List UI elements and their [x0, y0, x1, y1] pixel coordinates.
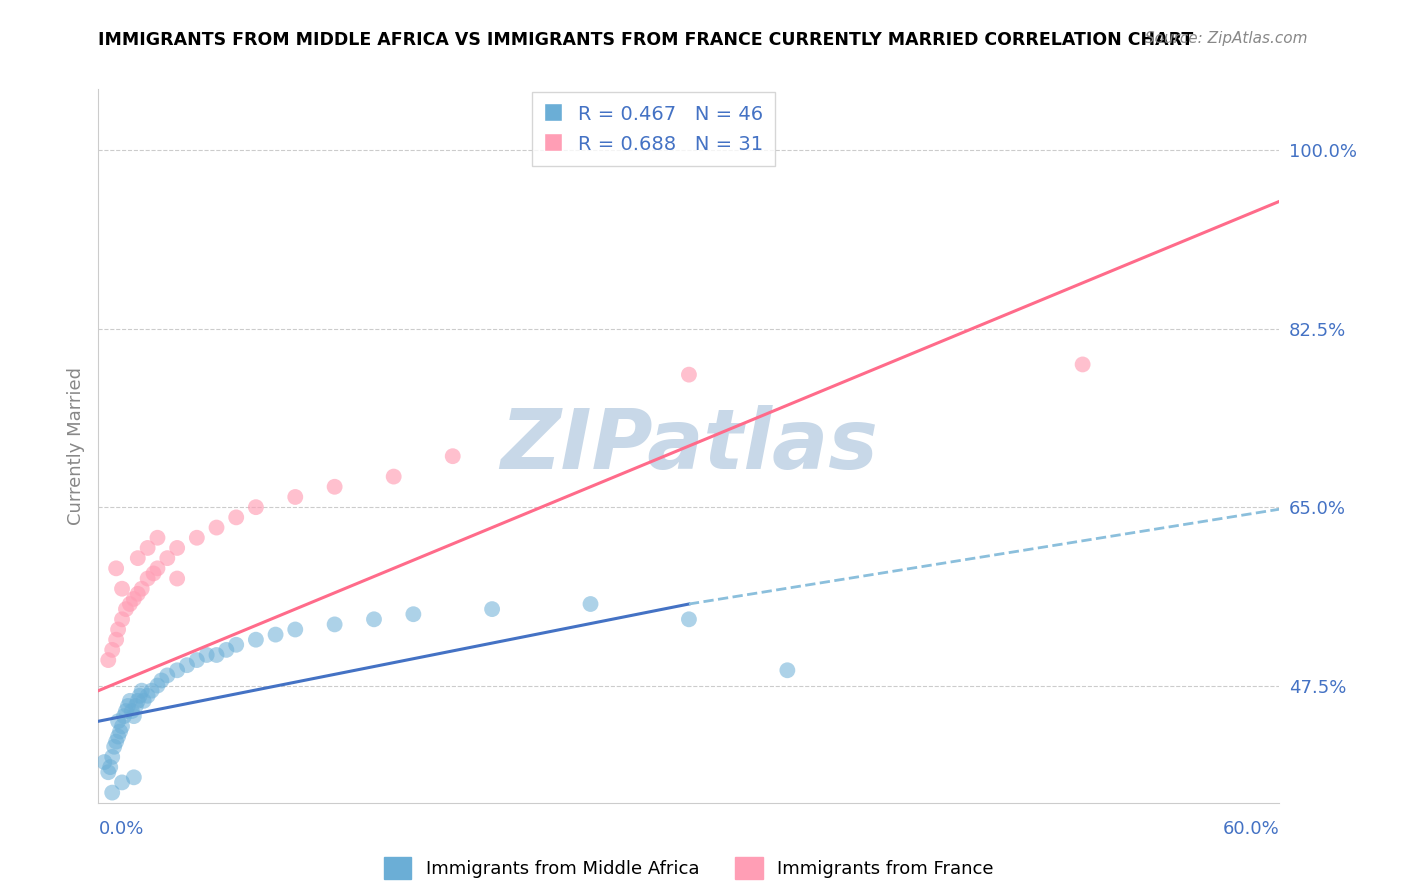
Point [117, 698, 139, 713]
Point [127, 587, 149, 601]
Point [98, 760, 121, 774]
Point [186, 653, 208, 667]
Point [441, 449, 464, 463]
Point [101, 786, 124, 800]
Point [245, 500, 267, 515]
Point [125, 698, 148, 713]
Point [111, 612, 134, 626]
Point [127, 694, 149, 708]
Text: Source: ZipAtlas.com: Source: ZipAtlas.com [1144, 31, 1308, 46]
Point [382, 469, 405, 483]
Point [284, 490, 307, 504]
Point [127, 551, 149, 566]
Point [115, 704, 138, 718]
Point [105, 632, 128, 647]
Point [136, 689, 159, 703]
Point [225, 638, 247, 652]
Point [402, 607, 425, 622]
Point [107, 730, 129, 744]
Point [115, 602, 138, 616]
Point [264, 627, 287, 641]
Text: 60.0%: 60.0% [1223, 820, 1279, 838]
Text: IMMIGRANTS FROM MIDDLE AFRICA VS IMMIGRANTS FROM FRANCE CURRENTLY MARRIED CORREL: IMMIGRANTS FROM MIDDLE AFRICA VS IMMIGRA… [98, 31, 1194, 49]
Point [215, 643, 238, 657]
Point [142, 566, 165, 581]
Point [121, 704, 143, 718]
Point [225, 510, 247, 524]
Point [156, 551, 179, 566]
Point [111, 719, 134, 733]
Point [284, 623, 307, 637]
Y-axis label: Currently Married: Currently Married [66, 367, 84, 525]
Point [776, 663, 799, 677]
Point [579, 597, 602, 611]
Point [101, 750, 124, 764]
Point [132, 694, 155, 708]
Point [166, 663, 188, 677]
Text: ZIPatlas: ZIPatlas [501, 406, 877, 486]
Point [146, 561, 169, 575]
Point [146, 531, 169, 545]
Point [122, 591, 145, 606]
Point [481, 602, 503, 616]
Point [156, 668, 179, 682]
Point [101, 643, 124, 657]
Point [176, 658, 198, 673]
Point [105, 561, 128, 575]
Point [118, 597, 141, 611]
Point [136, 541, 159, 555]
Point [111, 582, 134, 596]
Point [108, 724, 131, 739]
Point [122, 709, 145, 723]
Point [122, 770, 145, 784]
Point [97, 653, 120, 667]
Legend: R = 0.467   N = 46, R = 0.688   N = 31: R = 0.467 N = 46, R = 0.688 N = 31 [531, 92, 775, 166]
Point [205, 520, 228, 534]
Point [131, 683, 153, 698]
Point [107, 714, 129, 729]
Point [112, 709, 135, 723]
Point [186, 531, 208, 545]
Point [141, 683, 163, 698]
Point [103, 739, 125, 754]
Point [205, 648, 228, 662]
Point [136, 572, 159, 586]
Point [111, 775, 134, 789]
Point [323, 480, 346, 494]
Point [166, 541, 188, 555]
Point [105, 734, 128, 748]
Point [363, 612, 385, 626]
Point [118, 694, 141, 708]
Point [323, 617, 346, 632]
Point [131, 582, 153, 596]
Point [1071, 358, 1094, 372]
Point [166, 572, 188, 586]
Text: 0.0%: 0.0% [98, 820, 143, 838]
Point [107, 623, 129, 637]
Point [93, 755, 115, 769]
Point [146, 679, 169, 693]
Point [97, 765, 120, 780]
Point [678, 612, 700, 626]
Point [678, 368, 700, 382]
Point [128, 689, 150, 703]
Point [195, 648, 218, 662]
Point [150, 673, 173, 688]
Point [245, 632, 267, 647]
